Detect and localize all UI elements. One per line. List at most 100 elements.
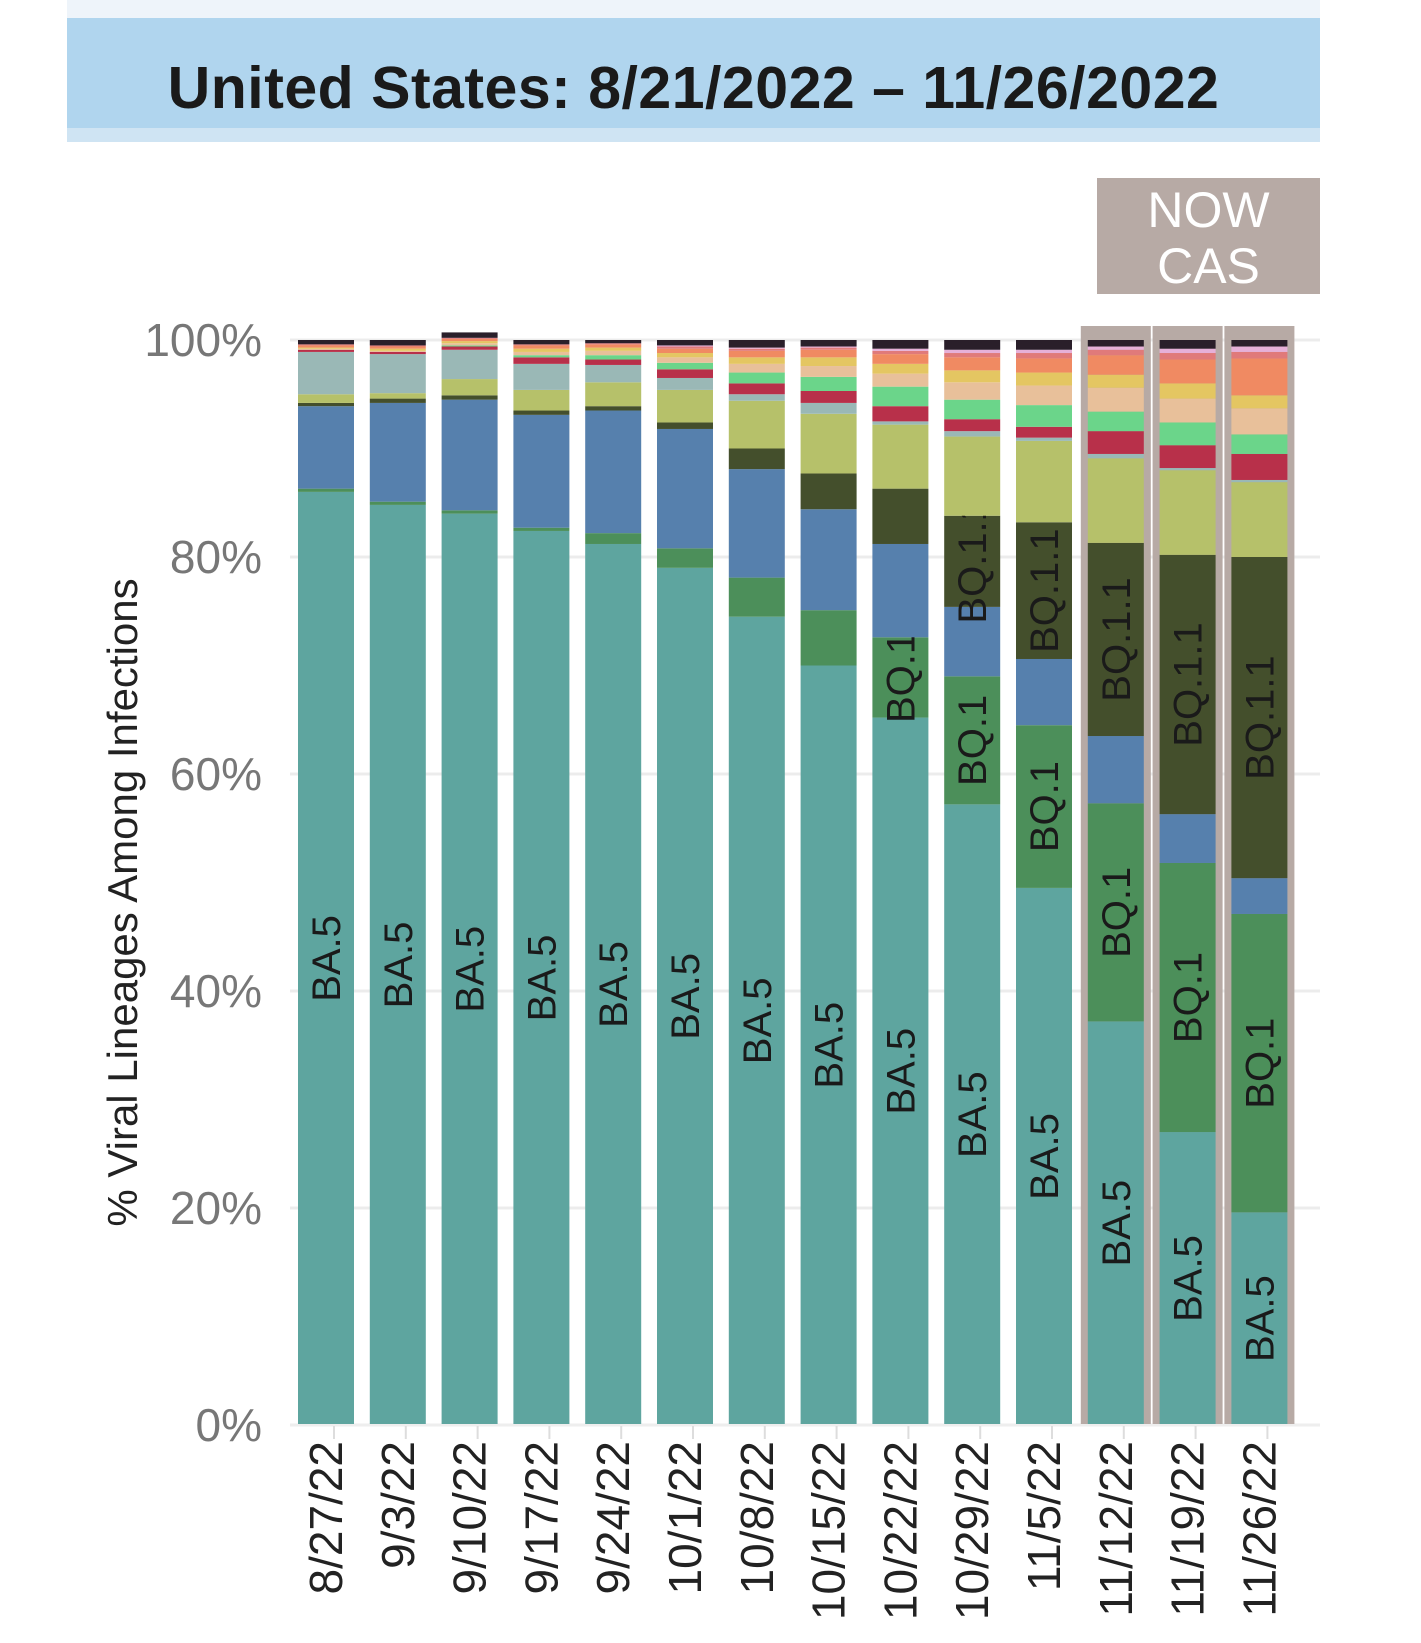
bar-segment xyxy=(872,340,929,349)
bar-segment xyxy=(298,347,354,349)
bar-segment xyxy=(1231,351,1288,359)
bar-segment xyxy=(944,804,1001,1425)
bar-segment xyxy=(1016,405,1072,427)
segment-label: BA.5 xyxy=(1095,1180,1139,1267)
bar-segment xyxy=(1231,346,1288,352)
bar-segment xyxy=(513,410,570,415)
bar-segment xyxy=(944,353,1001,358)
bar-segment xyxy=(1231,878,1288,914)
bar-segment xyxy=(1231,395,1288,409)
bar-segment xyxy=(441,341,498,344)
bar-segment xyxy=(1016,426,1072,438)
title-banner: United States: 8/21/2022 – 11/26/2022 xyxy=(67,18,1320,142)
bar-segment xyxy=(1231,434,1288,454)
bar-segment xyxy=(657,362,713,370)
bar-segment xyxy=(585,410,642,534)
segment-label: BQ.1 xyxy=(1238,1018,1282,1109)
bar-segment xyxy=(1016,440,1072,523)
x-tick-label: 10/8/22 xyxy=(731,1441,783,1594)
bar-segment xyxy=(1231,479,1288,483)
y-tick-label: 20% xyxy=(170,1182,262,1234)
bar-segment xyxy=(369,348,426,351)
segment-label: BA.5 xyxy=(520,935,564,1022)
bar-segment xyxy=(872,421,929,425)
bar-segment xyxy=(872,406,929,422)
bar-segment xyxy=(369,398,426,403)
bar-segment xyxy=(657,345,713,347)
bar-segment xyxy=(1016,522,1072,659)
bar-segment xyxy=(1016,353,1072,359)
bar-segment xyxy=(800,349,857,358)
bar-segment xyxy=(298,491,354,1425)
bar-segment xyxy=(1016,887,1072,1425)
bar-segment xyxy=(657,428,713,549)
bar-segment xyxy=(657,353,713,358)
bar-segment xyxy=(1087,346,1144,350)
bar-segment xyxy=(872,488,929,544)
bar-segment xyxy=(1159,353,1216,360)
segment-label: BQ.1 xyxy=(1095,867,1139,958)
y-tick-label: 100% xyxy=(144,314,262,366)
bar-segment xyxy=(1087,431,1144,454)
bar-segment xyxy=(1159,554,1216,815)
bar-segment xyxy=(298,340,354,345)
bar-segment xyxy=(369,354,426,394)
bar-segment xyxy=(728,340,785,348)
y-tick-label: 0% xyxy=(196,1399,262,1451)
bar-segment xyxy=(441,395,498,400)
bar-segment xyxy=(1159,383,1216,399)
segment-label: BA.5 xyxy=(879,1028,923,1115)
bar-segment xyxy=(585,355,642,360)
bar-segment xyxy=(657,357,713,363)
bar-segment xyxy=(369,351,426,355)
x-tick-label: 11/26/22 xyxy=(1233,1441,1285,1617)
bar-segment xyxy=(800,390,857,403)
bar-segment xyxy=(298,488,354,492)
bar-segment xyxy=(1159,1132,1216,1425)
bar-segment xyxy=(441,399,498,511)
bar-segment xyxy=(441,510,498,514)
bar-segment xyxy=(441,337,498,339)
bar-segment xyxy=(513,351,570,356)
bar-segment xyxy=(728,363,785,373)
bar-segment xyxy=(1231,453,1288,480)
bar-segment xyxy=(513,345,570,349)
bar-segment xyxy=(800,413,857,474)
bar-segment xyxy=(1016,437,1072,441)
segment-label: BQ.1.1 xyxy=(1238,655,1282,780)
bar-segment xyxy=(298,351,354,395)
bar-segment xyxy=(728,577,785,617)
bar-segment xyxy=(513,355,570,358)
segment-label: BA.5 xyxy=(377,922,421,1009)
x-tick-label: 9/3/22 xyxy=(372,1441,424,1569)
bar-segment xyxy=(1159,422,1216,446)
bar-segment xyxy=(585,347,642,351)
bar-segment xyxy=(441,513,498,1425)
bar-segment xyxy=(728,350,785,358)
bar-segment xyxy=(800,357,857,367)
bar-segment xyxy=(1231,408,1288,435)
bar-segment xyxy=(1087,736,1144,804)
bar-segment xyxy=(1231,557,1288,879)
bar-segment xyxy=(872,717,929,1425)
bar-segment xyxy=(585,350,642,356)
bar-segment xyxy=(944,357,1001,371)
bar-segment xyxy=(800,610,857,666)
segment-label: BA.5 xyxy=(1238,1275,1282,1362)
bar-segment xyxy=(585,364,642,383)
x-tick-label: 11/19/22 xyxy=(1162,1441,1214,1617)
bar-segment xyxy=(657,369,713,378)
bar-segment xyxy=(1231,1212,1288,1425)
bar-segment xyxy=(944,370,1001,383)
bar-segment xyxy=(872,637,929,718)
bar-segment xyxy=(728,448,785,470)
bar-segment xyxy=(369,346,426,349)
bar-segment xyxy=(1016,658,1072,726)
bar-segment xyxy=(513,340,570,345)
bar-segment xyxy=(298,344,354,346)
bar-segment xyxy=(369,340,426,346)
bar-segment xyxy=(872,386,929,407)
bar-segment xyxy=(1159,340,1216,349)
bar-segment xyxy=(657,548,713,568)
bar-segment xyxy=(728,348,785,351)
